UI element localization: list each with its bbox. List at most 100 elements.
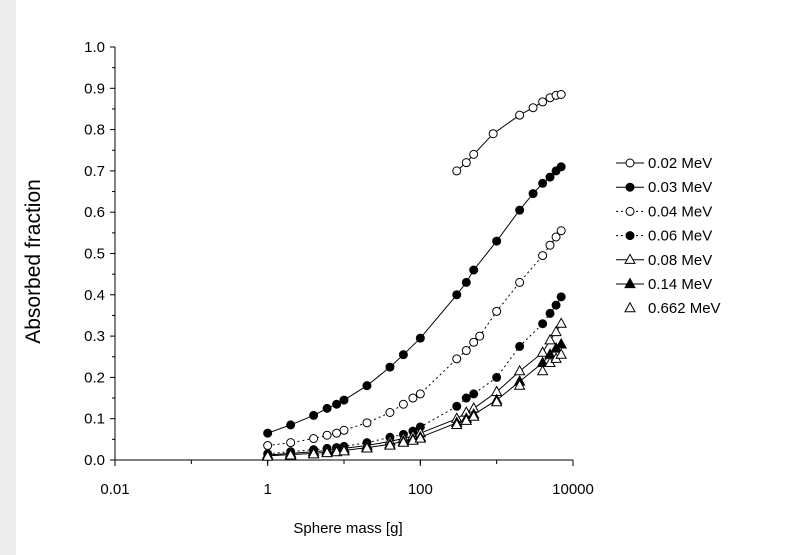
y-tick-label: 0.4 <box>84 287 105 304</box>
chart-figure: 0.0 0.1 0.2 0.3 0.4 0.5 0.6 0.7 0.8 0.9 1.0 0.01 1 10… <box>16 0 798 555</box>
legend-label: 0.08 MeV <box>648 252 712 269</box>
legend-entry: 0.03 MeV <box>616 179 712 196</box>
y-tick-label: 0.6 <box>84 204 105 221</box>
legend-entry: 0.02 MeV <box>616 155 712 172</box>
legend-marker <box>625 182 635 192</box>
data-point <box>556 292 566 302</box>
data-point <box>408 393 418 403</box>
legend-entry: 0.04 MeV <box>616 203 712 220</box>
data-point <box>361 441 373 453</box>
data-point <box>452 354 462 364</box>
data-point <box>538 178 548 188</box>
data-point <box>555 337 567 349</box>
data-point <box>536 364 549 376</box>
data-point <box>545 308 555 318</box>
data-point <box>415 389 425 399</box>
data-point <box>330 445 343 457</box>
data-point <box>555 348 567 359</box>
legend: 0.02 MeV 0.03 MeV 0.04 MeV 0.06 MeV 0.08 MeV… <box>616 155 721 317</box>
data-point <box>385 408 395 418</box>
data-point <box>398 399 408 409</box>
y-tick-label: 0.1 <box>84 411 105 428</box>
data-point <box>528 103 538 113</box>
legend-entry: 0.06 MeV <box>616 228 712 245</box>
y-tick-label: 0.0 <box>84 452 105 469</box>
x-tick-label: 10000 <box>552 481 594 498</box>
data-point <box>461 277 471 287</box>
series-0 <box>452 89 566 176</box>
data-point <box>450 418 463 429</box>
data-point <box>469 265 479 275</box>
y-tick-label: 0.3 <box>84 328 105 345</box>
series-2 <box>263 226 566 451</box>
series-1 <box>263 162 566 438</box>
data-point <box>469 149 479 159</box>
data-point <box>452 166 462 176</box>
y-tick-label: 1.0 <box>84 39 105 56</box>
data-point <box>286 420 296 430</box>
data-point <box>492 236 502 246</box>
data-point <box>545 172 555 182</box>
data-point <box>551 300 561 310</box>
legend-label: 0.04 MeV <box>648 203 712 220</box>
data-point <box>398 350 408 360</box>
series-6 <box>261 348 567 461</box>
legend-entry: 0.08 MeV <box>616 252 712 269</box>
data-point <box>397 436 410 447</box>
x-axis-title: Sphere mass [g] <box>293 520 402 537</box>
data-point <box>513 364 526 376</box>
data-point <box>528 189 538 199</box>
data-point <box>263 428 273 438</box>
legend-entry: 0.662 MeV <box>624 300 721 317</box>
data-point <box>551 232 561 242</box>
legend-label: 0.662 MeV <box>648 300 721 317</box>
data-point <box>513 379 526 390</box>
y-tick-label: 0.8 <box>84 122 105 139</box>
data-point <box>545 240 555 250</box>
legend-label: 0.03 MeV <box>648 179 712 196</box>
data-point <box>467 410 480 421</box>
data-point <box>338 444 350 456</box>
data-point <box>384 439 396 450</box>
y-tick-label: 0.5 <box>84 246 105 263</box>
x-tick-label: 1 <box>263 481 271 498</box>
data-point <box>492 306 502 316</box>
data-point <box>321 446 333 458</box>
data-point <box>263 441 273 451</box>
data-point <box>556 162 566 172</box>
data-point <box>469 337 479 347</box>
data-point <box>339 425 349 435</box>
data-point <box>469 389 479 399</box>
data-point <box>536 346 549 357</box>
data-point <box>332 399 342 409</box>
data-point <box>286 438 296 448</box>
data-point <box>385 362 395 372</box>
legend-label: 0.06 MeV <box>648 228 712 245</box>
data-point <box>461 346 471 356</box>
y-axis-title: Absorbed fraction <box>22 179 45 344</box>
data-point <box>322 403 332 413</box>
x-tick-label: 100 <box>408 481 433 498</box>
data-point <box>492 372 502 382</box>
data-point <box>309 410 319 420</box>
data-point <box>339 395 349 405</box>
legend-label: 0.14 MeV <box>648 276 712 293</box>
data-point <box>415 333 425 343</box>
data-point <box>515 205 525 215</box>
axes: 0.0 0.1 0.2 0.3 0.4 0.5 0.6 0.7 0.8 0.9 1.0 0.01 1 10… <box>84 39 594 498</box>
x-tick-label: 0.01 <box>100 481 129 498</box>
legend-marker <box>624 277 636 289</box>
plot-area <box>261 89 567 461</box>
legend-marker <box>625 231 635 241</box>
data-point <box>538 97 548 107</box>
data-point <box>322 430 332 440</box>
data-point <box>307 447 320 459</box>
data-point <box>515 277 525 287</box>
y-tick-label: 0.2 <box>84 369 105 386</box>
data-point <box>544 333 556 345</box>
data-point <box>284 449 297 460</box>
legend-label: 0.02 MeV <box>648 155 712 172</box>
legend-marker <box>624 301 636 313</box>
data-point <box>309 434 319 444</box>
data-point <box>475 331 485 341</box>
